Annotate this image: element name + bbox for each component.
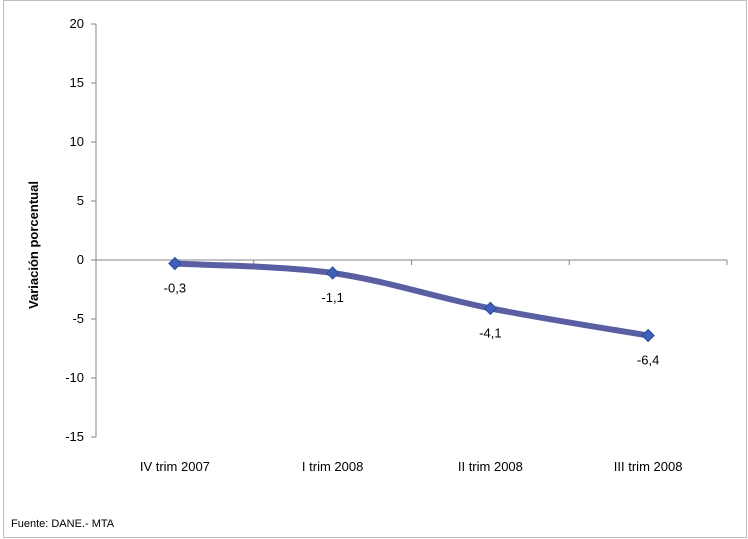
x-tick-label: III trim 2008 <box>614 459 683 474</box>
x-tick-label: II trim 2008 <box>458 459 523 474</box>
y-tick-label: 0 <box>77 252 84 267</box>
labels-layer: -0,3 -1,1 -4,1 -6,4 <box>164 281 660 368</box>
data-point-marker <box>641 328 655 343</box>
y-axis-title: Variación porcentual <box>26 181 41 309</box>
data-point-marker <box>168 256 182 271</box>
data-label: -6,4 <box>637 353 659 368</box>
y-tick-label: -10 <box>65 370 84 385</box>
y-tick-label: -5 <box>72 311 84 326</box>
data-point-marker <box>325 266 340 280</box>
y-tick-label: 20 <box>70 16 84 31</box>
series-layer <box>168 256 655 343</box>
axes: 20 15 10 5 0 -5 -10 -15 IV trim 2007 I trim 2008 I… <box>65 16 728 474</box>
y-tick-label: -15 <box>65 429 84 444</box>
y-tick-label: 10 <box>70 134 84 149</box>
x-tick-label: IV trim 2007 <box>140 459 210 474</box>
data-label: -0,3 <box>164 281 186 296</box>
data-point-marker <box>483 301 498 316</box>
y-tick-label: 5 <box>77 193 84 208</box>
source-note: Fuente: DANE.- MTA <box>11 518 115 530</box>
data-label: -4,1 <box>479 325 501 340</box>
x-tick-label: I trim 2008 <box>302 459 363 474</box>
series-line <box>171 260 652 339</box>
y-tick-label: 15 <box>70 75 84 90</box>
data-label: -1,1 <box>321 290 343 305</box>
chart-frame <box>3 0 747 538</box>
